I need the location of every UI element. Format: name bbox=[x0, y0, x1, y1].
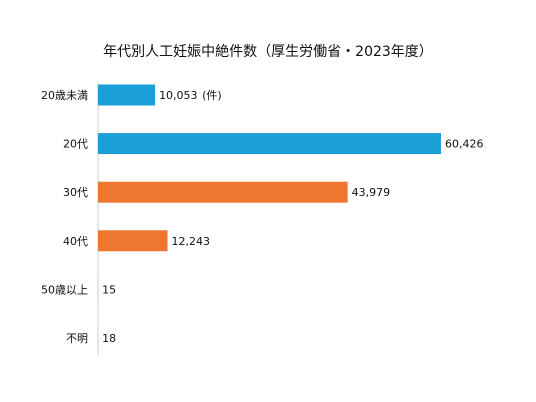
category-label: 20代 bbox=[63, 138, 88, 151]
unit-note: (件) bbox=[202, 89, 222, 102]
data-label: 43,979 bbox=[352, 186, 391, 199]
data-label: 60,426 bbox=[445, 138, 484, 151]
bar bbox=[98, 181, 348, 203]
chart-title: 年代別人工妊娠中絶件数（厚生労働省・2023年度） bbox=[103, 44, 433, 60]
category-label: 50歳以上 bbox=[41, 283, 88, 296]
data-label: 10,053 bbox=[159, 89, 198, 102]
bar bbox=[98, 230, 168, 252]
data-label: 15 bbox=[102, 283, 116, 296]
category-label: 20歳未満 bbox=[41, 89, 88, 102]
bar bbox=[98, 133, 441, 155]
data-label: 12,243 bbox=[171, 235, 210, 248]
data-label: 18 bbox=[102, 332, 116, 345]
category-label: 30代 bbox=[63, 186, 88, 199]
category-label: 40代 bbox=[63, 235, 88, 248]
category-label: 不明 bbox=[66, 332, 88, 345]
bar bbox=[98, 84, 156, 106]
